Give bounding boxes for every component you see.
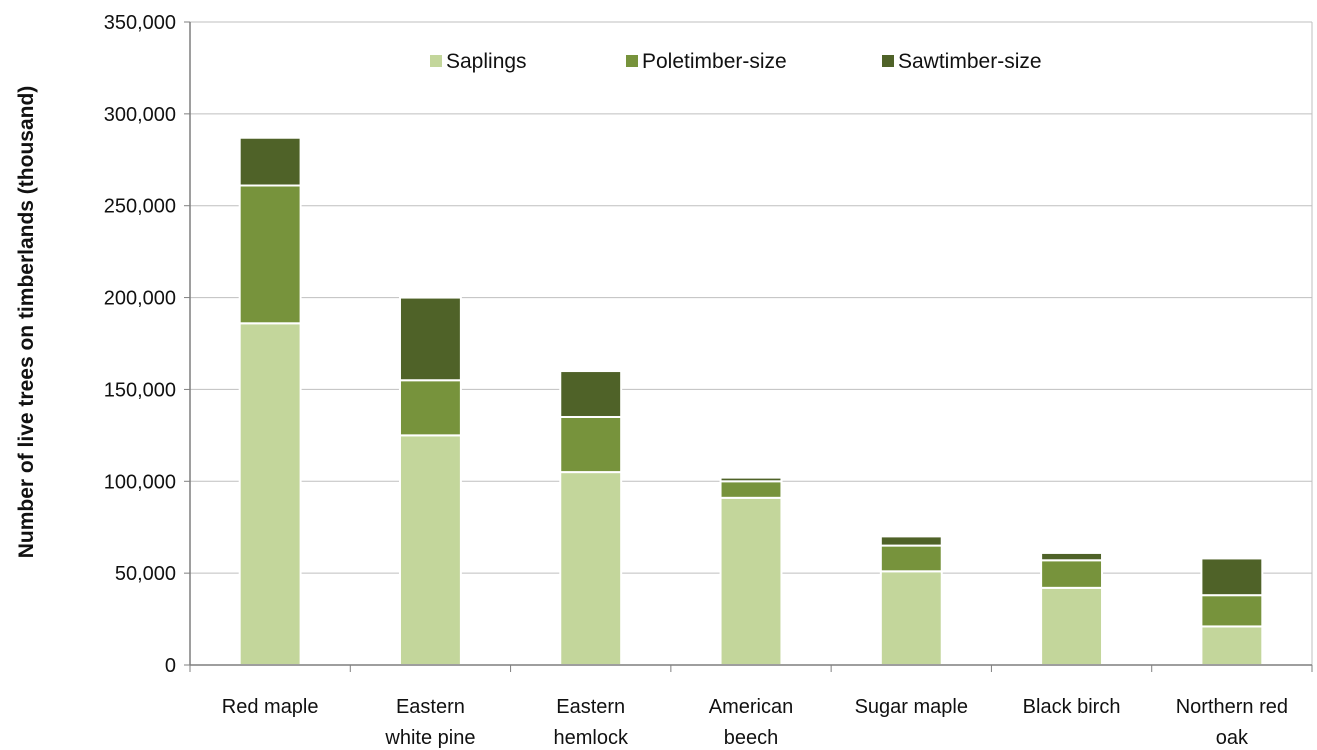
x-tick-label: Sugar maple <box>855 696 968 718</box>
y-tick-label: 250,000 <box>104 196 176 218</box>
y-tick-label: 350,000 <box>104 12 176 34</box>
bar-sawtimber-size <box>559 370 623 418</box>
legend: Saplings Poletimber-size Sawtimber-size <box>430 50 1042 73</box>
bar-stack <box>1040 551 1104 667</box>
legend-label: Poletimber-size <box>642 50 787 73</box>
x-tick-label: Northern red oak <box>1176 696 1288 749</box>
bar-poletimber-size <box>879 544 943 573</box>
bar-sawtimber-size <box>719 476 783 483</box>
legend-swatch <box>430 55 442 67</box>
legend-swatch <box>626 55 638 67</box>
gridlines <box>190 21 1312 574</box>
bar-saplings <box>1200 625 1264 666</box>
bar-poletimber-size <box>1040 559 1104 589</box>
bars <box>238 136 1264 667</box>
bar-poletimber-size <box>559 415 623 474</box>
y-tick-label: 300,000 <box>104 104 176 126</box>
x-axis-labels: Red maple Eastern white pine Eastern hemlock… <box>222 696 1288 749</box>
x-tick-label: Eastern white pine <box>384 696 475 749</box>
legend-item: Sawtimber-size <box>882 50 1042 73</box>
legend-swatch <box>882 55 894 67</box>
bar-saplings <box>879 570 943 667</box>
bar-stack <box>398 296 462 666</box>
legend-item: Poletimber-size <box>626 50 787 73</box>
bar-poletimber-size <box>1200 594 1264 628</box>
bar-stack <box>238 136 302 666</box>
y-tick-label: 100,000 <box>104 471 176 493</box>
bar-stack <box>559 370 623 666</box>
bar-saplings <box>719 496 783 666</box>
legend-label: Sawtimber-size <box>898 50 1042 73</box>
bar-sawtimber-size <box>1040 551 1104 562</box>
y-tick-label: 0 <box>165 655 176 677</box>
x-tick-label: Red maple <box>222 696 319 718</box>
legend-label: Saplings <box>446 50 527 73</box>
bar-stack <box>1200 557 1264 666</box>
x-tick-label: Eastern hemlock <box>553 696 628 749</box>
bar-poletimber-size <box>238 184 302 325</box>
bar-saplings <box>559 471 623 666</box>
legend-item: Saplings <box>430 50 527 73</box>
bar-poletimber-size <box>719 480 783 499</box>
bar-sawtimber-size <box>398 296 462 382</box>
bar-saplings <box>238 322 302 666</box>
y-axis-ticks: 0 50,000 100,000 150,000 200,000 250,000 300,0… <box>104 12 190 677</box>
bar-poletimber-size <box>398 379 462 437</box>
bar-stack <box>879 535 943 667</box>
axes <box>189 22 1313 672</box>
bar-sawtimber-size <box>1200 557 1264 597</box>
y-tick-label: 200,000 <box>104 288 176 310</box>
bar-stack <box>719 476 783 666</box>
x-tick-label: American beech <box>709 696 793 749</box>
bar-sawtimber-size <box>238 136 302 187</box>
y-tick-label: 50,000 <box>115 563 176 585</box>
x-tick-label: Black birch <box>1023 696 1121 718</box>
bar-sawtimber-size <box>879 535 943 547</box>
bar-saplings <box>1040 586 1104 667</box>
y-tick-label: 150,000 <box>104 379 176 401</box>
bar-saplings <box>398 434 462 666</box>
y-axis-label: Number of live trees on timberlands (tho… <box>15 86 38 559</box>
